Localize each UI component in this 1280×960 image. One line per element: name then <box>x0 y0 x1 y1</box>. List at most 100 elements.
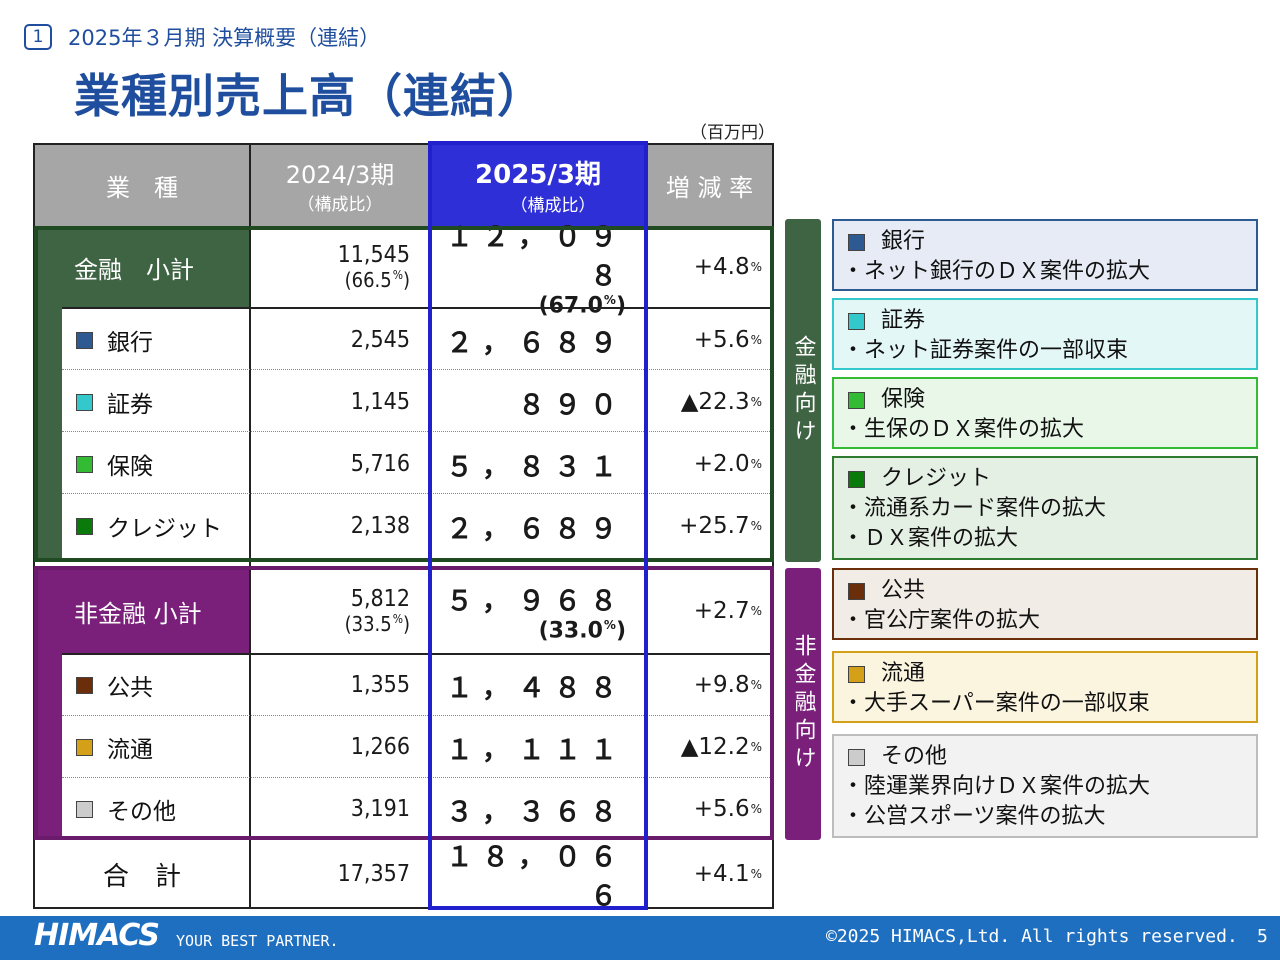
row-rate: ▲22.3% <box>646 370 762 434</box>
nonfinance-subtotal-prev-ratio: (33.5%) <box>344 612 410 636</box>
header-category: 業 種 <box>34 144 250 226</box>
page-title: 業種別売上高（連結） <box>74 69 544 123</box>
section-number: 1 <box>24 24 52 50</box>
footer-bar: HIMACS YOUR BEST PARTNER. ©2025 HIMACS,L… <box>0 916 1280 960</box>
total-rate: +4.1% <box>646 840 762 908</box>
row-divider <box>62 493 772 494</box>
row-divider <box>62 715 772 716</box>
note-header: クレジット <box>842 464 1246 494</box>
note-title: 公共 <box>881 578 926 603</box>
note-line: ・流通系カード案件の拡大 <box>842 496 1107 521</box>
row-prev-value: 2,545 <box>350 327 410 353</box>
legend-swatch-icon <box>848 312 865 330</box>
pct-sign: % <box>750 260 762 274</box>
note-line: ・ネット銀行のＤＸ案件の拡大 <box>842 259 1151 284</box>
legend-swatch-icon <box>848 582 865 600</box>
row-rate: ▲12.2% <box>646 716 762 778</box>
row-divider <box>62 369 772 370</box>
grid-line <box>62 307 772 309</box>
note-box: 証券 ・ネット証券案件の一部収束 <box>832 298 1258 370</box>
note-header: その他 <box>842 742 1246 772</box>
note-box: 流通 ・大手スーパー案件の一部収束 <box>832 651 1258 723</box>
copyright: ©2025 HIMACS,Ltd. All rights reserved. <box>826 926 1238 947</box>
nonfinance-subtotal-rate-value: +2.7 <box>693 598 750 624</box>
legend-swatch-icon <box>848 748 865 766</box>
row-curr-value: １，４８８ <box>446 672 626 704</box>
nonfinance-subtotal-prev-value: 5,812 <box>350 586 410 612</box>
pct-sign: % <box>750 395 762 409</box>
row-curr-value: ５，８３１ <box>446 451 626 483</box>
finance-subtotal-prev-value: 11,545 <box>337 242 410 268</box>
pct-sign: % <box>750 740 762 754</box>
row-rate-value: +5.6 <box>693 796 750 822</box>
note-box: その他 ・陸運業界向けＤＸ案件の拡大 ・公営スポーツ案件の拡大 <box>832 734 1258 838</box>
row-rate: +2.0% <box>646 432 762 496</box>
legend-swatch-icon <box>76 331 93 349</box>
table-row-label: 証券 <box>64 370 250 434</box>
header-curr: 2025/3期 （構成比） <box>430 144 646 226</box>
row-curr-value: ３，３６８ <box>446 796 626 828</box>
nonfinance-subtotal-curr-ratio-value: (33.0 <box>538 618 603 644</box>
legend-swatch-icon <box>76 738 93 756</box>
note-title: 証券 <box>881 308 926 333</box>
nonfinance-sidebar: 非金融向け <box>785 568 821 840</box>
nonfinance-subtotal-label: 非金融 小計 <box>34 568 250 654</box>
note-box: 銀行・ネット銀行のＤＸ案件の拡大 <box>832 219 1258 291</box>
finance-subtotal-label: 金融 小計 <box>34 226 250 308</box>
note-box: クレジット ・流通系カード案件の拡大 ・ＤＸ案件の拡大 <box>832 456 1258 560</box>
nonfinance-subtotal-rate: +2.7% <box>646 568 762 654</box>
legend-swatch-icon <box>76 800 93 818</box>
note-header: 保険 <box>842 385 1246 415</box>
legend-swatch-icon <box>76 517 93 535</box>
pct-sign: % <box>750 333 762 347</box>
note-title: 銀行 <box>881 229 926 254</box>
grid-line <box>62 653 772 655</box>
total-rate-value: +4.1 <box>693 861 750 887</box>
pct-sign: % <box>750 519 762 533</box>
company-tagline: YOUR BEST PARTNER. <box>176 932 339 950</box>
legend-swatch-icon <box>848 665 865 683</box>
row-curr-value: １，１１１ <box>446 734 626 766</box>
table-row-label: 保険 <box>64 432 250 496</box>
section-subtitle: 2025年３月期 決算概要（連結） <box>68 26 381 50</box>
header-rate-label: 増 減 率 <box>665 173 754 202</box>
note-box: 保険 ・生保のＤＸ案件の拡大 <box>832 377 1258 449</box>
finance-subtotal-prev-ratio: (66.5%) <box>344 268 410 292</box>
table-row-label: 銀行 <box>64 308 250 372</box>
finance-sidebar-text: 金融向け <box>790 334 816 447</box>
row-prev-value: 3,191 <box>350 796 410 822</box>
note-title: 流通 <box>881 661 926 686</box>
row-divider <box>62 431 772 432</box>
note-title: 保険 <box>881 387 926 412</box>
header-category-label: 業 種 <box>106 173 178 202</box>
nonfinance-group-outline <box>34 566 774 840</box>
legend-swatch-icon <box>848 470 865 488</box>
finance-side-band <box>34 308 62 562</box>
current-year-highlight <box>428 141 648 910</box>
row-rate-value: +5.6 <box>693 327 750 353</box>
note-header: 流通 <box>842 659 1246 689</box>
row-rate-value: ▲22.3 <box>680 389 750 415</box>
finance-subtotal-prev: 11,545 (66.5%) <box>250 226 410 308</box>
finance-group-outline <box>34 226 774 562</box>
finance-subtotal-curr-ratio-value: (67.0 <box>538 293 603 319</box>
nonfinance-side-band <box>34 654 62 838</box>
finance-subtotal-prev-ratio-value: (66.5 <box>344 268 392 292</box>
row-prev-value: 5,716 <box>350 451 410 477</box>
legend-swatch-icon <box>76 676 93 694</box>
table-row-label: 流通 <box>64 716 250 778</box>
header-prev-sub: （構成比） <box>297 195 383 215</box>
finance-sidebar: 金融向け <box>785 219 821 562</box>
page-number: 5 <box>1257 926 1268 947</box>
pct-sign: % <box>603 617 616 632</box>
row-label-text: 流通 <box>107 737 153 763</box>
row-rate-value: +2.0 <box>693 451 750 477</box>
row-rate-value: ▲12.2 <box>680 734 750 760</box>
row-label-text: その他 <box>107 799 176 825</box>
row-curr-value: ８９０ <box>518 389 626 421</box>
company-logo: HIMACS <box>34 918 160 953</box>
note-box: 公共 ・官公庁案件の拡大 <box>832 568 1258 640</box>
nonfinance-sidebar-text: 非金融向け <box>790 634 816 774</box>
legend-swatch-icon <box>76 393 93 411</box>
nonfinance-subtotal-prev-ratio-value: (33.5 <box>344 612 392 636</box>
